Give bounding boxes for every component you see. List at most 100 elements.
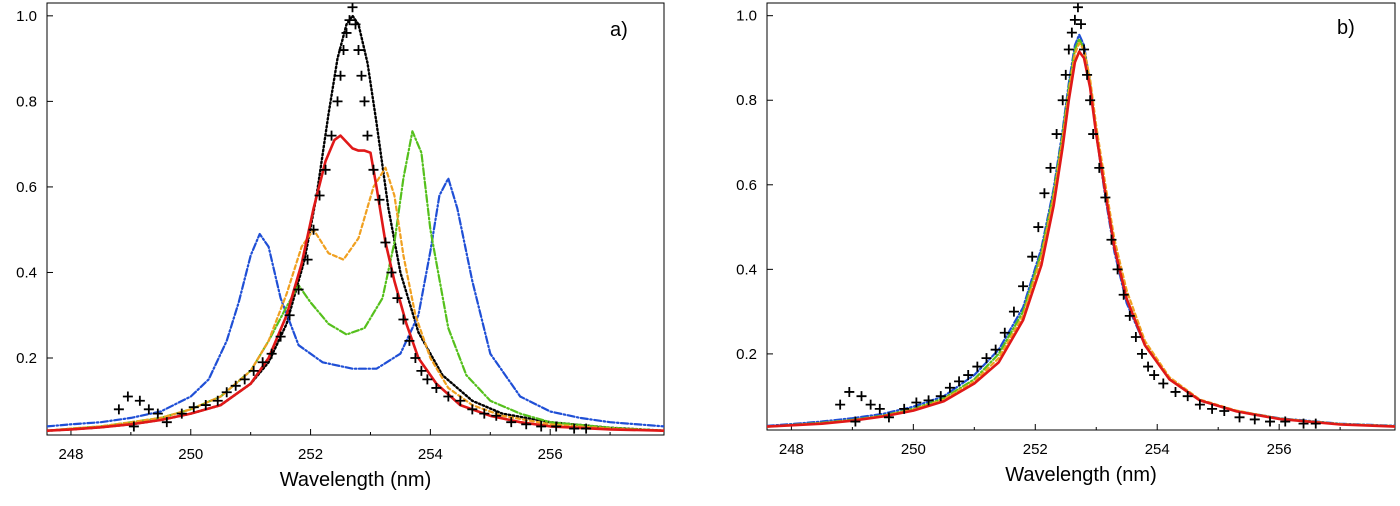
data-point-plus xyxy=(1027,251,1038,262)
x-tick-label: 248 xyxy=(779,441,804,458)
x-tick-label: 254 xyxy=(418,446,443,463)
data-point-plus xyxy=(455,395,466,406)
data-point-plus xyxy=(266,348,277,359)
data-point-plus xyxy=(850,416,861,427)
data-point-plus xyxy=(1088,129,1099,140)
panel-label: a) xyxy=(610,19,628,41)
data-point-plus xyxy=(491,410,502,421)
data-point-plus xyxy=(134,395,145,406)
data-point-plus xyxy=(386,267,397,278)
data-point-plus xyxy=(320,164,331,175)
data-point-plus xyxy=(1051,129,1062,140)
chart-panel-1: 248 250 252 254 256 0.2 0.4 0.6 0.8 1.0 Wavelength… xyxy=(16,2,665,491)
data-point-plus xyxy=(1265,416,1276,427)
data-point-plus xyxy=(1069,14,1080,25)
data-point-plus xyxy=(944,382,955,393)
chart-panel-2: 248 250 252 254 256 0.2 0.4 0.6 0.8 1.0 Wavelength… xyxy=(736,2,1396,486)
data-point-plus xyxy=(374,194,385,205)
data-point-plus xyxy=(128,421,139,432)
data-point-plus xyxy=(350,19,361,30)
data-point-plus xyxy=(275,331,286,342)
data-point-plus xyxy=(293,284,304,295)
data-point-plus xyxy=(1136,348,1147,359)
data-point-plus xyxy=(935,391,946,402)
data-point-plus xyxy=(844,386,855,397)
x-tick-label: 248 xyxy=(58,446,83,463)
data-point-plus xyxy=(239,374,250,385)
x-tick-label: 250 xyxy=(178,446,203,463)
data-point-plus xyxy=(856,391,867,402)
data-point-plus xyxy=(404,335,415,346)
y-tick-label: 0.4 xyxy=(16,264,37,281)
series-line-dashed xyxy=(47,166,664,432)
x-tick-label: 250 xyxy=(901,441,926,458)
data-point-plus xyxy=(1298,418,1309,429)
series-line-solid xyxy=(767,50,1395,428)
data-point-plus xyxy=(506,417,517,428)
series-line-dash-dot xyxy=(767,37,1395,428)
data-point-plus xyxy=(923,395,934,406)
data-point-plus xyxy=(1094,162,1105,173)
y-tick-label: 1.0 xyxy=(16,8,37,25)
data-point-plus xyxy=(536,421,547,432)
data-point-plus xyxy=(188,402,199,413)
data-point-plus xyxy=(954,376,965,387)
data-point-plus xyxy=(972,361,983,372)
data-point-plus xyxy=(1072,3,1083,13)
data-point-plus xyxy=(338,45,349,56)
x-tick-label: 252 xyxy=(298,446,323,463)
series-line-dash-dot xyxy=(767,33,1395,427)
data-point-plus xyxy=(1060,69,1071,80)
y-tick-label: 0.8 xyxy=(16,93,37,110)
data-point-plus xyxy=(1124,310,1135,321)
data-point-plus xyxy=(341,27,352,38)
data-point-plus xyxy=(152,408,163,419)
data-point-plus xyxy=(1079,44,1090,55)
plot-frame xyxy=(766,2,1396,431)
data-point-plus xyxy=(874,403,885,414)
data-point-plus xyxy=(467,404,478,415)
data-point-plus xyxy=(113,404,124,415)
series-line-dash-dot xyxy=(47,130,664,432)
data-point-plus xyxy=(416,365,427,376)
data-point-plus xyxy=(314,190,325,201)
data-point-plus xyxy=(230,380,241,391)
data-point-plus xyxy=(410,353,421,364)
data-point-plus xyxy=(422,374,433,385)
data-point-plus xyxy=(1085,95,1096,106)
data-point-plus xyxy=(359,96,370,107)
data-point-plus xyxy=(362,130,373,141)
y-tick-label: 1.0 xyxy=(736,8,757,25)
data-point-plus xyxy=(581,423,592,434)
data-point-plus xyxy=(443,391,454,402)
data-point-plus xyxy=(221,387,232,398)
data-point-plus xyxy=(1018,281,1029,292)
data-point-plus xyxy=(1194,399,1205,410)
x-tick-label: 254 xyxy=(1145,441,1170,458)
x-tick-label: 256 xyxy=(538,446,563,463)
x-tick-label: 252 xyxy=(1023,441,1048,458)
data-point-plus xyxy=(1219,405,1230,416)
data-point-plus xyxy=(865,399,876,410)
data-point-plus xyxy=(200,400,211,411)
plot-area xyxy=(767,3,1395,429)
data-point-plus xyxy=(1207,403,1218,414)
data-point-plus xyxy=(1082,69,1093,80)
data-point-plus xyxy=(521,419,532,430)
data-point-plus xyxy=(1066,27,1077,38)
data-point-plus xyxy=(347,3,358,13)
data-point-plus xyxy=(398,314,409,325)
y-tick-label: 0.2 xyxy=(16,350,37,367)
data-point-plus xyxy=(1280,416,1291,427)
data-point-plus xyxy=(302,254,313,265)
data-point-plus xyxy=(326,130,337,141)
data-point-plus xyxy=(883,412,894,423)
data-point-plus xyxy=(1100,192,1111,203)
plot-frame xyxy=(46,2,665,436)
data-point-plus xyxy=(335,70,346,81)
data-point-plus xyxy=(911,397,922,408)
data-point-plus xyxy=(551,421,562,432)
data-point-plus xyxy=(1033,222,1044,233)
data-point-plus xyxy=(999,327,1010,338)
